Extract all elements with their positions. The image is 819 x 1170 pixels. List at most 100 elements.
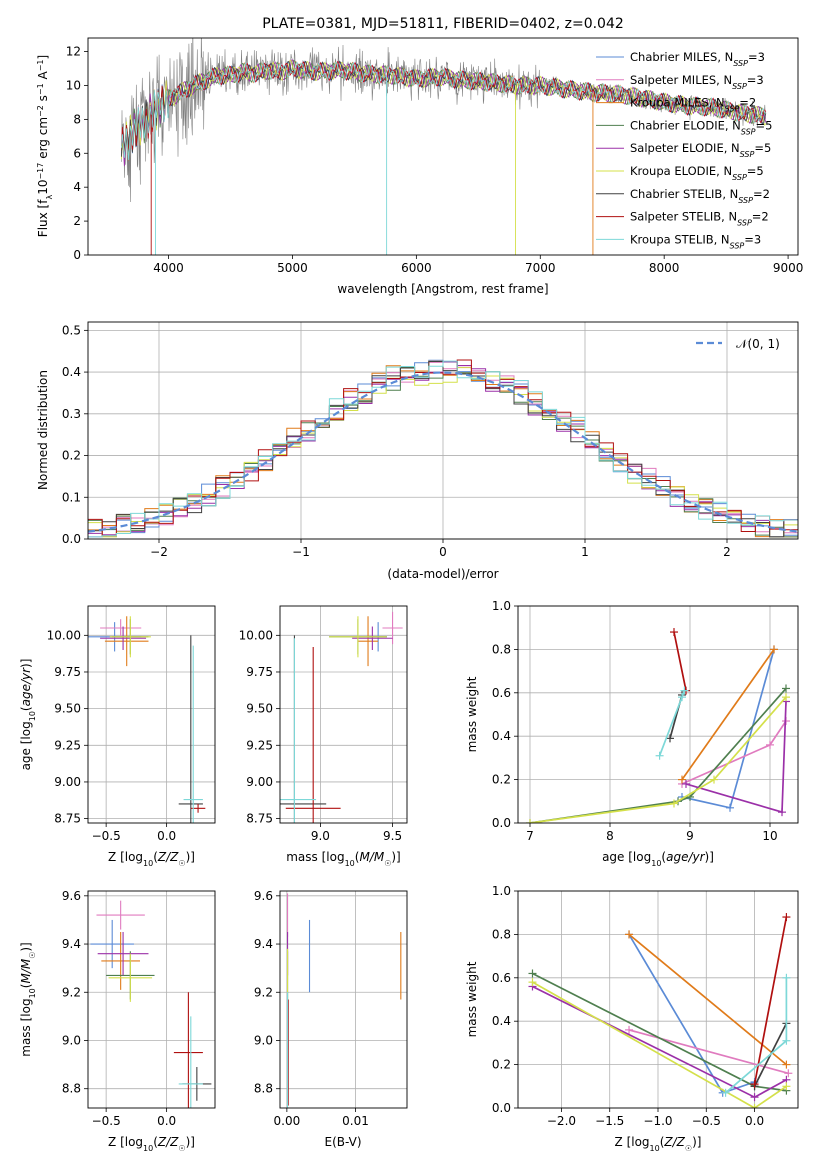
age-vs-mass-panel: 9.0 9.5 8.75 9.00 9.25 9.50 9.75 10.00 mass [log… bbox=[239, 605, 408, 868]
normal-curve bbox=[88, 371, 798, 533]
x-axis-label: E(B-V) bbox=[324, 1135, 361, 1149]
axes-frame bbox=[87, 890, 216, 1109]
mass-vs-extinction-panel: 0.00 0.01 8.8 9.0 9.2 9.4 9.6 E(B-V) bbox=[254, 889, 408, 1149]
plot-area bbox=[88, 359, 798, 538]
y-axis-label: mass weight bbox=[465, 676, 479, 752]
y-tick-label: 0.0 bbox=[492, 1101, 511, 1115]
x-tick-label: 0 bbox=[439, 545, 447, 559]
plot-area bbox=[287, 893, 402, 1108]
x-tick-label: 6000 bbox=[401, 261, 432, 275]
x-tick-label: 9.0 bbox=[311, 829, 330, 843]
y-tick-label: 9.0 bbox=[62, 1033, 81, 1047]
x-axis-label: Z [log10(Z/Z☉)] bbox=[108, 1135, 195, 1153]
y-tick-label: 9.25 bbox=[246, 738, 273, 752]
y-tick-label: 0.4 bbox=[492, 729, 511, 743]
y-tick-label: 9.25 bbox=[54, 738, 81, 752]
x-axis-label: Z [log10(Z/Z☉)] bbox=[615, 1135, 702, 1153]
axes-frame bbox=[279, 890, 408, 1109]
x-tick-label: 7 bbox=[526, 829, 534, 843]
y-tick-label: 0.2 bbox=[492, 1058, 511, 1072]
axes-frame bbox=[517, 890, 799, 1109]
x-tick-label: 9000 bbox=[773, 261, 804, 275]
x-tick-label: 0.01 bbox=[342, 1114, 369, 1128]
plot-area bbox=[526, 628, 790, 823]
x-tick-label: 0.0 bbox=[745, 1114, 764, 1128]
y-tick-label: 9.6 bbox=[62, 889, 81, 903]
x-tick-label: −0.5 bbox=[692, 1114, 721, 1128]
y-tick-label: 0.8 bbox=[492, 927, 511, 941]
x-axis-label: (data-model)/error bbox=[387, 567, 498, 581]
x-tick-label: 7000 bbox=[525, 261, 556, 275]
y-axis-label: age [log10(age/yr)] bbox=[19, 659, 37, 771]
y-tick-label: 0.4 bbox=[62, 365, 81, 379]
legend-entry: 𝒩(0, 1) bbox=[736, 337, 780, 351]
axes-frame bbox=[87, 605, 216, 824]
x-tick-label: −2 bbox=[150, 545, 168, 559]
x-tick-label: 5000 bbox=[277, 261, 308, 275]
y-tick-label: 0.6 bbox=[492, 971, 511, 985]
y-tick-label: 0.1 bbox=[62, 490, 81, 504]
y-tick-label: 9.75 bbox=[246, 665, 273, 679]
y-axis-label: mass weight bbox=[465, 961, 479, 1037]
x-tick-label: 10 bbox=[762, 829, 777, 843]
plot-area bbox=[121, 38, 767, 255]
mass-weight-line bbox=[673, 631, 687, 691]
y-tick-label: 9.0 bbox=[254, 1033, 273, 1047]
y-tick-label: 9.2 bbox=[62, 985, 81, 999]
legend-entry: Chabrier MILES, NSSP=3 bbox=[630, 50, 765, 68]
y-tick-label: 0.3 bbox=[62, 407, 81, 421]
mass-weight-line bbox=[628, 1029, 789, 1075]
y-tick-label: 0.2 bbox=[492, 773, 511, 787]
x-tick-label: −1.0 bbox=[643, 1114, 672, 1128]
mass-weight-line bbox=[681, 648, 775, 781]
y-axis-label: mass [log10(M/M☉)] bbox=[19, 942, 37, 1057]
y-tick-label: 10 bbox=[66, 78, 81, 92]
x-tick-label: −2.0 bbox=[547, 1114, 576, 1128]
legend-entry: Chabrier STELIB, NSSP=2 bbox=[630, 187, 770, 205]
mass-weight-line bbox=[532, 981, 787, 1108]
plot-area bbox=[280, 611, 403, 823]
legend-entry: Kroupa ELODIE, NSSP=5 bbox=[630, 164, 764, 182]
x-tick-label: −0.5 bbox=[92, 1114, 121, 1128]
y-tick-label: 0 bbox=[73, 248, 81, 262]
legend-entry: Kroupa MILES, NSSP=2 bbox=[630, 96, 756, 114]
age-vs-metallicity-panel: −0.5 0.0 8.75 9.00 9.25 9.50 9.75 10.00 Z [log10… bbox=[19, 605, 216, 868]
axes-frame bbox=[87, 321, 799, 540]
x-axis-label: age [log10(age/yr)] bbox=[602, 850, 714, 868]
y-tick-label: 10.00 bbox=[239, 628, 273, 642]
plot-area bbox=[90, 900, 212, 1108]
residual-histogram-panel: −2 −1 0 1 2 0.0 0.1 0.2 0.3 0.4 0.5 𝒩(0, 1) (data-mo… bbox=[36, 321, 799, 581]
axes-frame bbox=[517, 605, 799, 824]
mass-weight-line bbox=[628, 933, 787, 1066]
legend-entry: Chabrier ELODIE, NSSP=5 bbox=[630, 118, 772, 136]
y-tick-label: 9.00 bbox=[246, 775, 273, 789]
x-tick-label: −0.5 bbox=[92, 829, 121, 843]
x-tick-label: 0.0 bbox=[157, 829, 176, 843]
mass-weight-vs-age-panel: 7 8 9 10 0.0 0.2 0.4 0.6 0.8 1.0 age [log10(age/yr… bbox=[465, 599, 799, 868]
y-tick-label: 9.75 bbox=[54, 665, 81, 679]
legend-entry: Salpeter ELODIE, NSSP=5 bbox=[630, 141, 771, 159]
spectrum-panel: 4000 5000 6000 7000 8000 9000 0 2 4 6 8 10 12 PLATE=0… bbox=[36, 16, 804, 296]
y-tick-label: 9.2 bbox=[254, 985, 273, 999]
y-tick-label: 0.5 bbox=[62, 323, 81, 337]
x-tick-label: 8000 bbox=[649, 261, 680, 275]
plot-area bbox=[528, 913, 793, 1108]
y-tick-label: 0.6 bbox=[492, 686, 511, 700]
mass-weight-vs-metallicity-panel: −2.0 −1.5 −1.0 −0.5 0.0 0.0 0.2 0.4 0.6 0.8 1.0 Z [… bbox=[465, 884, 799, 1153]
y-tick-label: 0.0 bbox=[62, 532, 81, 546]
legend-entry: Kroupa STELIB, NSSP=3 bbox=[630, 232, 761, 250]
y-tick-label: 10.00 bbox=[47, 628, 81, 642]
y-tick-label: 8.75 bbox=[54, 812, 81, 826]
x-tick-label: 8 bbox=[606, 829, 614, 843]
y-tick-label: 1.0 bbox=[492, 884, 511, 898]
x-axis-label: mass [log10(M/M☉)] bbox=[286, 850, 401, 868]
legend-entry: Salpeter STELIB, NSSP=2 bbox=[630, 210, 769, 228]
axes-frame bbox=[279, 605, 408, 824]
legend-entry: Salpeter MILES, NSSP=3 bbox=[630, 73, 764, 91]
y-tick-label: 9.50 bbox=[246, 702, 273, 716]
y-tick-label: 2 bbox=[73, 214, 81, 228]
y-axis-label: Flux [fλ10−17 erg cm−2 s−1 A−1] bbox=[36, 55, 54, 237]
x-tick-label: −1.5 bbox=[595, 1114, 624, 1128]
x-tick-label: 0.00 bbox=[274, 1114, 301, 1128]
x-tick-label: 9.5 bbox=[383, 829, 402, 843]
